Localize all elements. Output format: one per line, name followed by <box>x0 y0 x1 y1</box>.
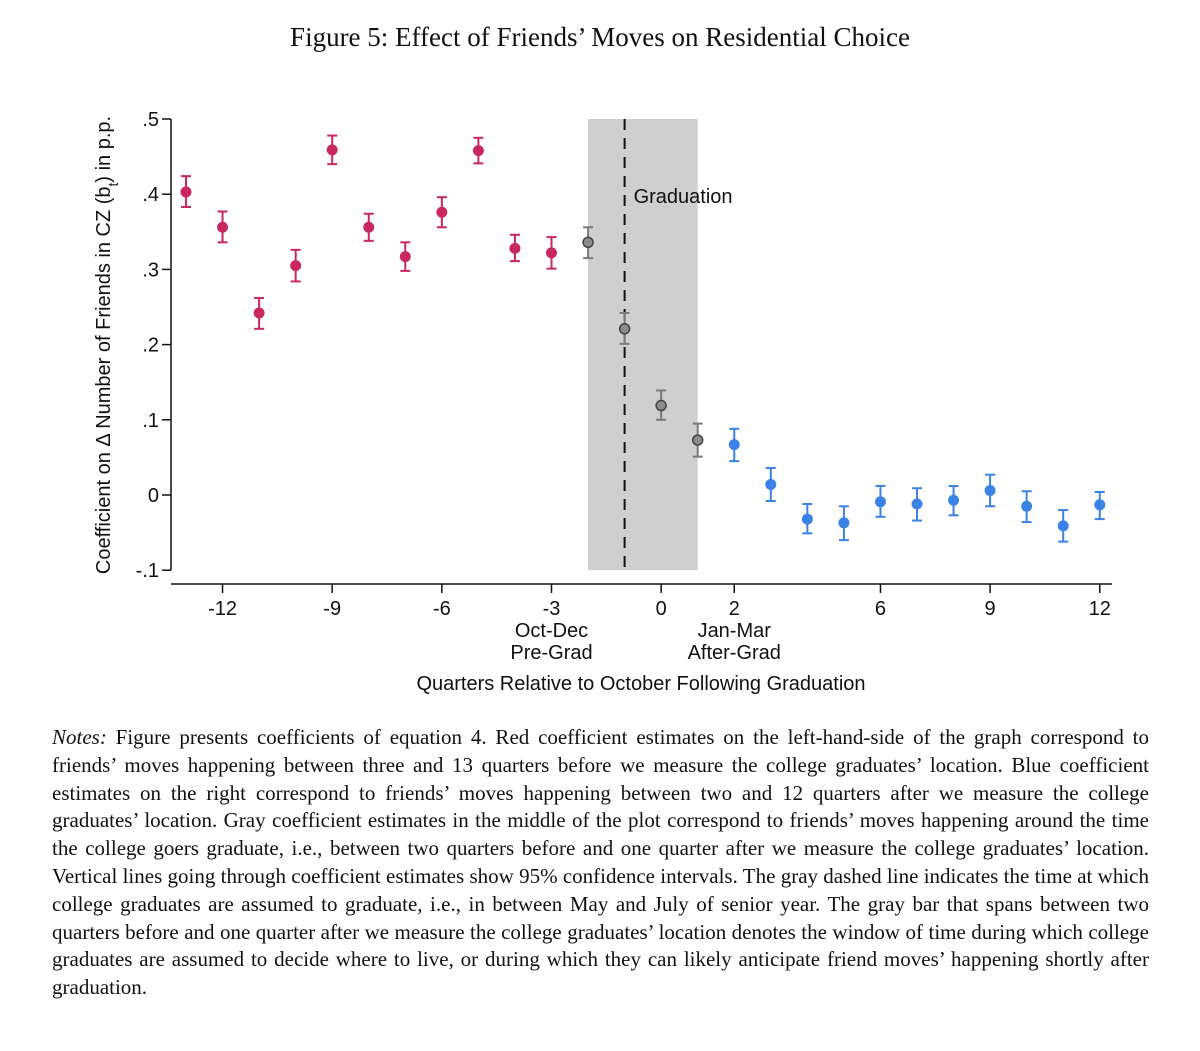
post-coefficient <box>1094 490 1106 521</box>
point-marker <box>436 206 448 218</box>
points-layer <box>180 134 1106 543</box>
axes: -.1 0 .1 .2 .3 .4 .5 -12 -9 -6 -3 0 2 6 9 12 <box>136 109 1112 620</box>
x-annotation-line: After-Grad <box>688 642 781 664</box>
x-tick-label: 6 <box>875 598 886 620</box>
x-tick-label: -12 <box>208 598 237 620</box>
y-tick-label: .5 <box>142 109 159 131</box>
point-marker <box>655 399 667 412</box>
pre-coefficient <box>180 175 192 208</box>
shaded-region <box>588 119 698 571</box>
post-coefficient <box>728 427 740 463</box>
point-marker <box>253 307 265 319</box>
point-marker <box>326 144 338 156</box>
post-coefficient <box>984 473 996 508</box>
x-tick-label: -3 <box>543 598 561 620</box>
notes-text: Figure presents coefficients of equation… <box>52 725 1150 1000</box>
point-marker <box>399 251 411 263</box>
notes-label: Notes: <box>52 725 107 749</box>
pre-coefficient <box>217 210 229 244</box>
point-marker <box>618 323 631 335</box>
point-marker <box>509 242 521 254</box>
point-marker <box>911 498 923 510</box>
pre-coefficient <box>436 196 448 229</box>
point-marker <box>582 236 594 249</box>
y-tick-label: .3 <box>142 259 159 281</box>
post-coefficient <box>1021 490 1033 524</box>
point-marker <box>472 145 484 157</box>
x-tick-label: 2 <box>729 598 740 620</box>
x-tick-label: -9 <box>323 598 341 620</box>
point-marker <box>765 478 777 490</box>
y-tick-label: .1 <box>142 410 159 432</box>
pre-coefficient <box>363 212 375 242</box>
point-marker <box>363 221 375 233</box>
x-annotation-line: Oct-Dec <box>515 620 588 642</box>
pre-coefficient <box>472 136 484 165</box>
point-marker <box>874 496 886 508</box>
pre-coefficient <box>290 248 302 283</box>
point-marker <box>546 247 557 259</box>
y-tick-label: .4 <box>142 184 159 206</box>
point-marker <box>691 434 704 446</box>
pre-coefficient <box>253 296 265 330</box>
post-coefficient <box>911 487 923 522</box>
point-marker <box>801 513 813 525</box>
graduation-line-group: Graduation <box>623 119 733 571</box>
figure-title: Figure 5: Effect of Friends’ Moves on Re… <box>290 22 910 52</box>
pre-coefficient <box>509 233 521 263</box>
pre-coefficient <box>326 134 338 166</box>
point-marker <box>984 484 996 496</box>
point-marker <box>1057 520 1069 532</box>
grad-coefficient <box>618 312 631 345</box>
post-coefficient <box>801 503 813 535</box>
point-marker <box>838 517 850 529</box>
x-tick-label: 12 <box>1089 598 1111 620</box>
post-coefficient <box>838 505 850 542</box>
decision-window-band <box>588 119 698 571</box>
point-marker <box>180 186 192 198</box>
x-axis-title: Quarters Relative to October Following G… <box>416 673 865 695</box>
y-tick-label: .2 <box>142 335 159 357</box>
point-marker <box>1021 500 1033 512</box>
x-annotation-line: Pre-Grad <box>510 642 592 664</box>
point-marker <box>290 260 302 272</box>
post-coefficient <box>1057 509 1069 543</box>
x-tick-label: 9 <box>985 598 996 620</box>
grad-coefficient <box>655 389 667 421</box>
point-marker <box>728 439 740 451</box>
figure-notes: Notes: Figure presents coefficients of e… <box>52 724 1149 1002</box>
coefficient-chart: Graduation -.1 0 .1 .2 .3 .4 .5 -12 -9 -6 -3 0 2 6 9 12… <box>93 109 1112 695</box>
y-tick-label: 0 <box>148 485 159 507</box>
post-coefficient <box>765 466 777 503</box>
x-tick-label: 0 <box>656 598 667 620</box>
grad-coefficient <box>691 422 704 458</box>
post-coefficient <box>948 484 960 517</box>
y-tick-label: -.1 <box>136 560 159 582</box>
x-annotation-line: Jan-Mar <box>698 620 772 642</box>
post-coefficient <box>874 484 886 518</box>
x-tick-label: -6 <box>433 598 451 620</box>
point-marker <box>217 221 229 233</box>
y-axis-title: Coefficient on Δ Number of Friends in CZ… <box>93 116 121 574</box>
point-marker <box>948 494 960 506</box>
point-marker <box>1094 499 1106 511</box>
pre-coefficient <box>546 236 557 270</box>
pre-coefficient <box>399 241 411 272</box>
graduation-label: Graduation <box>634 186 733 208</box>
grad-coefficient <box>582 226 594 260</box>
